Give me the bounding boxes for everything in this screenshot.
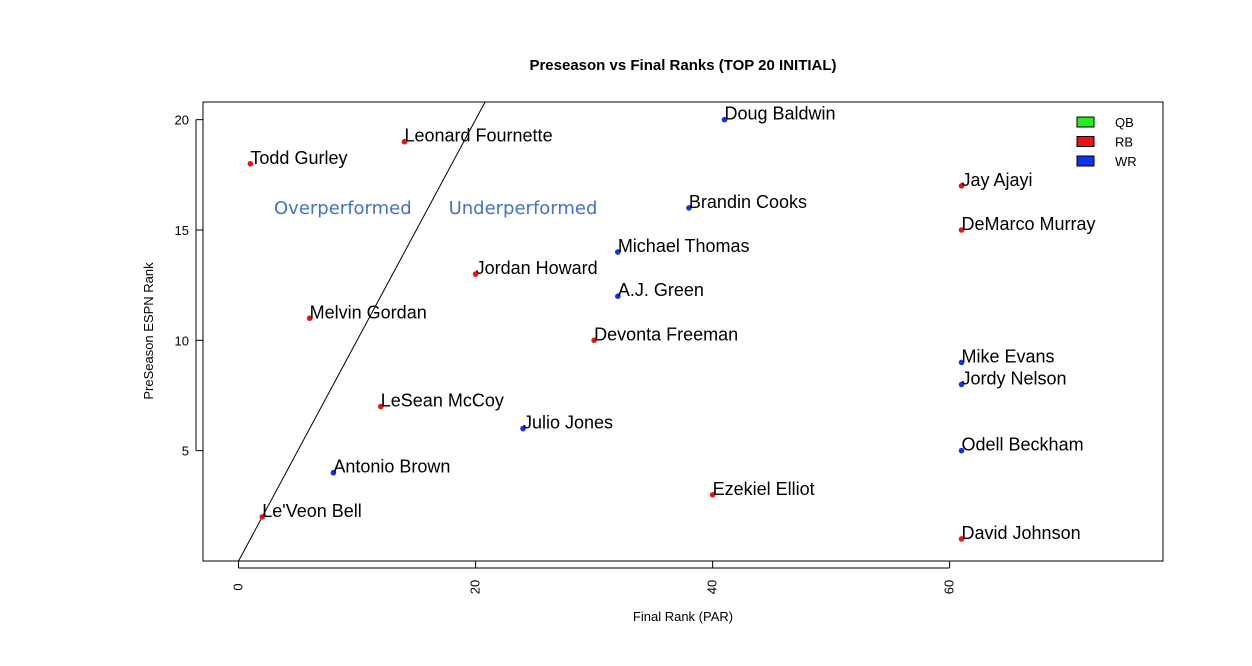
data-point (401, 138, 408, 145)
legend-swatch (1076, 116, 1095, 128)
data-point (721, 116, 728, 123)
point-label: A.J. Green (618, 280, 704, 300)
x-tick-label: 0 (231, 583, 246, 590)
legend-label: RB (1115, 135, 1133, 150)
point-label: Odell Beckham (962, 435, 1084, 455)
x-tick-label: 40 (705, 580, 720, 594)
data-point (615, 249, 621, 255)
data-point (958, 227, 965, 233)
data-point (958, 447, 965, 454)
data-point (259, 514, 266, 520)
plot-area: 0 20 40 60 5 10 15 20 Overperformed Underperforme… (175, 102, 1096, 594)
data-point (958, 536, 965, 542)
point-label: DeMarco Murray (962, 214, 1096, 234)
point-label: David Johnson (962, 523, 1081, 543)
legend-swatch (1076, 136, 1095, 147)
point-label: Le'Veon Bell (262, 501, 362, 521)
data-point (591, 337, 597, 344)
legend-label: QB (1115, 115, 1134, 130)
point-label: Ezekiel Elliot (713, 479, 815, 499)
legend-swatch (1076, 155, 1095, 167)
data-point (686, 205, 692, 211)
y-tick-label: 20 (175, 113, 189, 128)
plot-frame (202, 101, 1164, 562)
data-point (615, 293, 621, 299)
point-label: Todd Gurley (250, 148, 347, 168)
annotation-label: Underperformed (449, 198, 598, 219)
point-label: Devonta Freeman (594, 324, 738, 344)
point-label: Jordy Nelson (962, 368, 1067, 388)
point-label: Jay Ajayi (962, 170, 1033, 190)
x-axis-title: Final Rank (PAR) (633, 609, 733, 624)
data-point (709, 491, 716, 498)
point-label: Jordan Howard (476, 258, 598, 278)
reference-line (238, 102, 486, 561)
data-point (958, 359, 965, 366)
data-point (247, 160, 254, 167)
x-tick-label: 20 (468, 580, 483, 594)
data-point (330, 469, 337, 476)
point-label: Leonard Fournette (404, 126, 552, 146)
point-label: Mike Evans (962, 346, 1055, 366)
y-tick-label: 15 (175, 223, 189, 238)
data-point (520, 425, 526, 432)
data-point (306, 315, 313, 322)
y-tick-label: 5 (182, 444, 189, 459)
point-label: Michael Thomas (618, 236, 750, 256)
chart-title: Preseason vs Final Ranks (TOP 20 INITIAL… (529, 57, 836, 74)
annotation-label: Overperformed (274, 198, 412, 219)
point-label: Doug Baldwin (724, 104, 835, 124)
data-point (958, 183, 965, 189)
point-label: Brandin Cooks (689, 192, 807, 212)
data-point (472, 271, 479, 277)
y-axis-title: PreSeason ESPN Rank (141, 262, 156, 400)
legend-label: WR (1115, 154, 1137, 169)
point-label: Antonio Brown (333, 457, 450, 477)
point-label: LeSean McCoy (381, 391, 504, 411)
point-label: Melvin Gordan (310, 302, 427, 322)
x-tick-label: 60 (942, 580, 957, 594)
data-point (377, 403, 384, 410)
data-point (958, 381, 965, 388)
point-label: Julio Jones (523, 413, 613, 433)
y-tick-label: 10 (175, 333, 189, 348)
legend: QB RB WR (1076, 115, 1137, 169)
